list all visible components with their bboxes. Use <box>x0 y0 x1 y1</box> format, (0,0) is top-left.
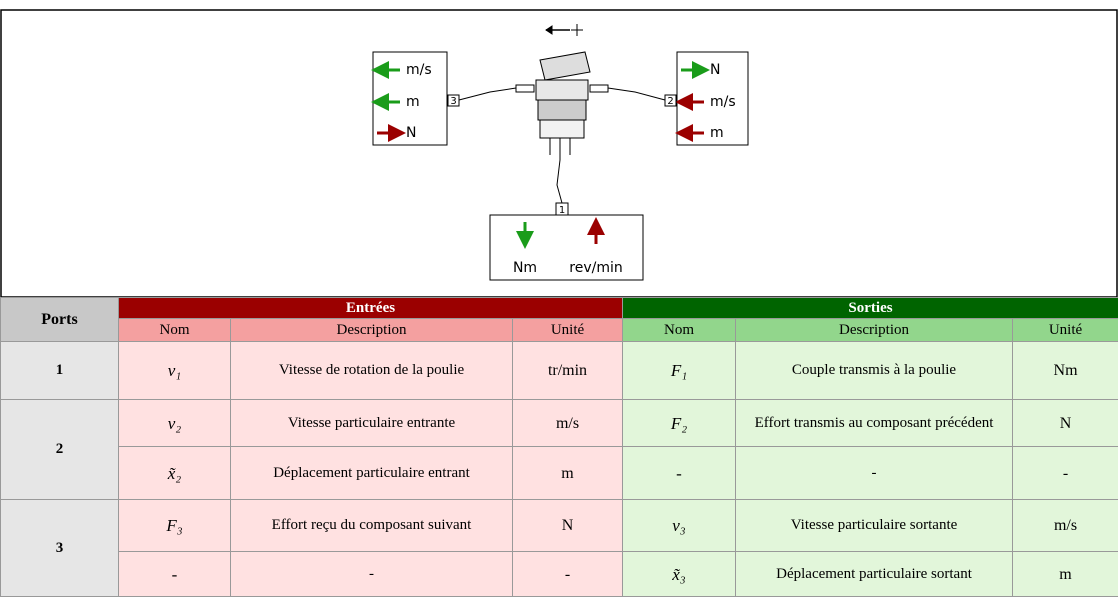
connector <box>556 159 563 204</box>
pulley-icon <box>515 24 609 160</box>
port-tag <box>555 202 569 216</box>
cell: m/s <box>512 399 623 447</box>
cell: v₂ <box>118 399 231 447</box>
cell: Nm <box>1011 341 1118 400</box>
cell: m/s <box>1011 499 1118 552</box>
cell: v₃ <box>622 499 736 552</box>
label: N <box>406 125 416 141</box>
label: Nm <box>513 260 537 276</box>
port-cell: 2 <box>0 399 119 500</box>
port-tag <box>447 94 460 107</box>
cell: v₁ <box>118 341 231 400</box>
cell: Effort reçu du composant suivant <box>230 499 513 552</box>
port-cell: 3 <box>0 499 119 597</box>
port-number: 3 <box>450 96 456 107</box>
cell: m <box>1011 551 1118 597</box>
header: Sorties <box>621 297 1118 319</box>
column-header: Description <box>230 318 513 342</box>
column-header: Nom <box>118 318 231 342</box>
row: 1 v₁ Vitesse de rotation de la poulie tr/mi… <box>0 341 1118 400</box>
cell: Déplacement particulaire sortant <box>735 551 1013 597</box>
cell: Vitesse particulaire entrante <box>230 399 513 447</box>
header: Ports <box>0 297 119 342</box>
label: rev/min <box>569 260 622 276</box>
connector <box>607 87 666 101</box>
label: m <box>710 125 724 141</box>
connector <box>458 87 517 101</box>
cell: Vitesse particulaire sortante <box>735 499 1013 552</box>
label: m/s <box>710 94 736 110</box>
cell: F₁ <box>622 341 736 400</box>
cell: tr/min <box>512 341 623 400</box>
port-tag <box>664 94 677 107</box>
port-number: 2 <box>667 96 673 107</box>
cell: Couple transmis à la poulie <box>735 341 1013 400</box>
row: 2 v₂ Vitesse particulaire entrante m/s F₂ Eff… <box>0 399 1118 500</box>
cell: Déplacement particulaire entrant <box>230 446 513 500</box>
row: - - - x̃₃ Déplacement particulaire sortant m <box>1 551 1118 597</box>
column-header: Nom <box>622 318 736 342</box>
cell: N <box>1011 399 1118 447</box>
diagram-frame <box>0 9 1118 297</box>
cell: x̃₂ <box>118 446 231 500</box>
diagram: m/s m N 3 N m/s m 2 1 Nm rev/min <box>0 9 1118 297</box>
column-header: Unité <box>512 318 623 342</box>
cell: Effort transmis au composant précédent <box>735 399 1013 447</box>
cell: Vitesse de rotation de la poulie <box>230 341 513 400</box>
cell: - <box>735 446 1013 500</box>
row: x̃₂ Déplacement particulaire entrant m - - - <box>1 446 1118 500</box>
port-box <box>676 51 749 146</box>
column-header: Description <box>735 318 1013 342</box>
header: Entrées <box>118 297 623 319</box>
cell: N <box>512 499 623 552</box>
cell: - <box>1011 446 1118 500</box>
cell: F₂ <box>622 399 736 447</box>
cell: x̃₃ <box>622 551 736 597</box>
column-header: Unité <box>1011 318 1118 342</box>
port-cell: 1 <box>0 341 119 400</box>
cell: - <box>622 446 736 500</box>
ports-table: Ports Entrées Sorties Nom Description Unit… <box>0 297 1118 597</box>
cell: - <box>230 551 513 597</box>
cell: - <box>118 551 231 597</box>
label: N <box>710 62 720 78</box>
cell: - <box>512 551 623 597</box>
cell: F₃ <box>118 499 231 552</box>
label: m/s <box>406 62 432 78</box>
port-number: 1 <box>559 205 565 216</box>
label: m <box>406 94 420 110</box>
cell: m <box>512 446 623 500</box>
